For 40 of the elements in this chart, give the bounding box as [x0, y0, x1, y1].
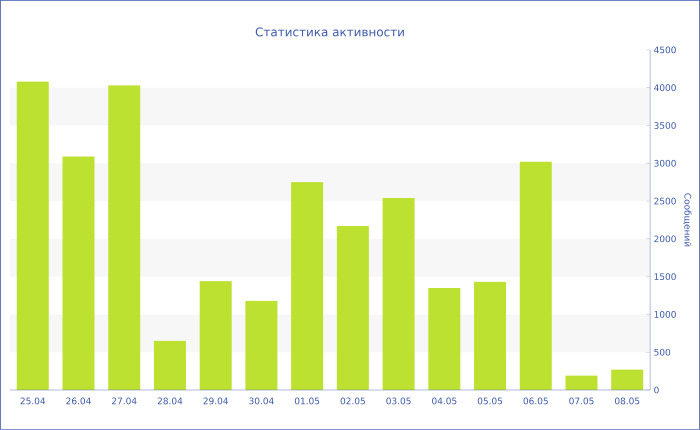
bar	[566, 376, 598, 390]
y-tick-label: 3000	[654, 160, 676, 167]
y-tick-label: 2500	[654, 198, 676, 204]
x-tick-label: 04.05	[432, 398, 456, 404]
x-tick-label: 30.04	[249, 398, 274, 404]
y-tick-label: 4000	[654, 84, 676, 92]
bar	[16, 82, 49, 390]
y-axis-title: Сообщений	[683, 193, 692, 246]
chart-title: Статистика активности	[256, 27, 404, 36]
y-tick-label: 2000	[654, 235, 676, 242]
x-tick-label: 27.04	[112, 398, 137, 404]
x-tick-label: 28.04	[158, 398, 182, 404]
bar	[200, 281, 232, 390]
y-tick-label: 1000	[654, 311, 676, 318]
x-tick-label: 02.05	[340, 398, 365, 404]
x-tick-label: 06.05	[524, 398, 548, 404]
bar	[520, 162, 552, 390]
y-tick-label: 0	[654, 386, 659, 394]
bar	[611, 370, 644, 390]
x-tick-label: 01.05	[294, 398, 320, 404]
y-tick-label: 3500	[654, 122, 676, 129]
y-tick-label: 1500	[654, 273, 676, 280]
bar	[428, 288, 460, 390]
bar	[245, 300, 278, 390]
x-tick-label: 07.05	[569, 398, 594, 404]
bar	[474, 282, 506, 390]
x-tick-label: 26.04	[66, 398, 91, 404]
x-tick-label: 03.05	[386, 398, 411, 404]
y-tick-label: 4500	[654, 46, 676, 54]
bar	[154, 340, 186, 390]
bar	[291, 182, 324, 390]
x-tick-label: 25.04	[20, 398, 46, 404]
y-tick-label: 500	[654, 348, 670, 356]
bar	[382, 198, 415, 390]
x-tick-label: 08.05	[614, 398, 640, 404]
bar	[62, 156, 95, 390]
bar	[336, 226, 369, 390]
x-tick-label: 29.04	[204, 398, 228, 404]
x-tick-label: 05.05	[478, 398, 502, 404]
bar	[108, 85, 140, 390]
